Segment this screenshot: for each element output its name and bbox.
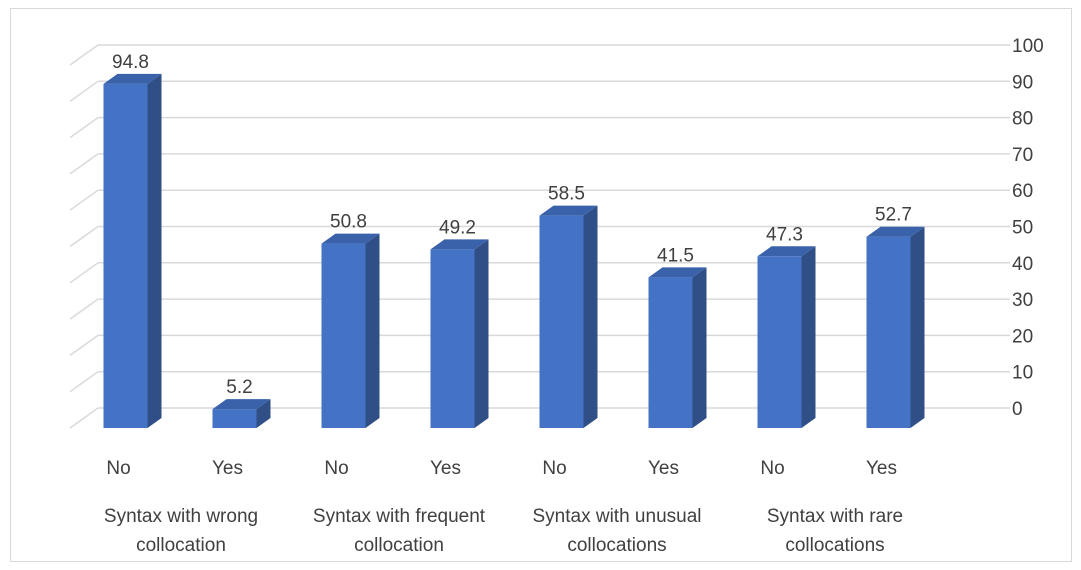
x-category-label: Yes	[866, 458, 897, 479]
y-tick-label: 50	[1012, 218, 1033, 239]
bar-top	[539, 205, 598, 216]
bar-side	[256, 399, 271, 428]
y-tick-label: 100	[1012, 36, 1044, 57]
x-category-label: No	[760, 458, 784, 479]
data-label: 52.7	[875, 205, 912, 226]
bar	[212, 409, 257, 428]
x-group-label: collocations	[785, 535, 884, 556]
y-tick-label: 90	[1012, 72, 1033, 93]
x-group-label: Syntax with unusual	[533, 506, 702, 527]
y-tick-label: 40	[1012, 254, 1033, 275]
bar-top	[321, 233, 380, 244]
data-label: 49.2	[439, 217, 476, 238]
x-group-label: Syntax with wrong	[104, 506, 258, 527]
bar-side	[801, 246, 816, 428]
gridline-side	[69, 298, 99, 320]
y-tick-label: 70	[1012, 145, 1033, 166]
bar-side	[692, 267, 707, 428]
x-category-label: No	[324, 458, 348, 479]
gridline-side	[69, 334, 99, 357]
gridline-side	[69, 262, 99, 284]
x-group-label: Syntax with frequent	[313, 506, 486, 527]
x-category-label: Yes	[648, 458, 679, 479]
x-category-label: No	[106, 458, 130, 479]
x-group-label: collocation	[136, 535, 226, 556]
gridline-side	[69, 116, 99, 139]
data-label: 58.5	[548, 184, 585, 205]
bar-side	[147, 73, 162, 428]
data-label: 50.8	[330, 212, 367, 233]
gridline-side	[69, 189, 99, 211]
data-label: 5.2	[226, 377, 252, 398]
bar	[866, 236, 911, 428]
bar-top	[212, 399, 271, 410]
gridline-side	[69, 371, 99, 393]
bar-side	[583, 205, 598, 428]
y-tick-label: 60	[1012, 181, 1033, 202]
data-label: 47.3	[766, 224, 803, 245]
bar-side	[365, 233, 380, 428]
gridline-side	[69, 44, 99, 66]
x-group-label: Syntax with rare	[767, 506, 903, 527]
y-tick-label: 10	[1012, 363, 1033, 384]
bar-side	[474, 239, 489, 428]
data-label: 94.8	[112, 52, 149, 73]
bar	[321, 243, 366, 428]
bar-top	[757, 246, 816, 257]
bar-top	[866, 226, 925, 237]
bar-top	[648, 267, 707, 278]
x-group-label: collocations	[567, 535, 666, 556]
gridline-side	[69, 153, 99, 175]
y-tick-label: 30	[1012, 290, 1033, 311]
x-category-label: Yes	[212, 458, 243, 479]
gridline-side	[69, 225, 99, 248]
y-tick-label: 20	[1012, 326, 1033, 347]
x-category-label: No	[542, 458, 566, 479]
x-category-label: Yes	[430, 458, 461, 479]
bar-top	[430, 239, 489, 250]
bar	[539, 215, 584, 428]
bar	[103, 83, 148, 428]
bar	[430, 249, 475, 428]
bar	[648, 277, 693, 428]
gridline-side	[69, 407, 99, 429]
bar-side	[910, 226, 925, 428]
y-tick-label: 80	[1012, 109, 1033, 130]
bar-top	[103, 73, 162, 84]
data-label: 41.5	[657, 245, 694, 266]
bar	[757, 256, 802, 428]
x-group-label: collocation	[354, 535, 444, 556]
gridline-side	[69, 80, 99, 102]
y-tick-label: 0	[1012, 399, 1023, 420]
